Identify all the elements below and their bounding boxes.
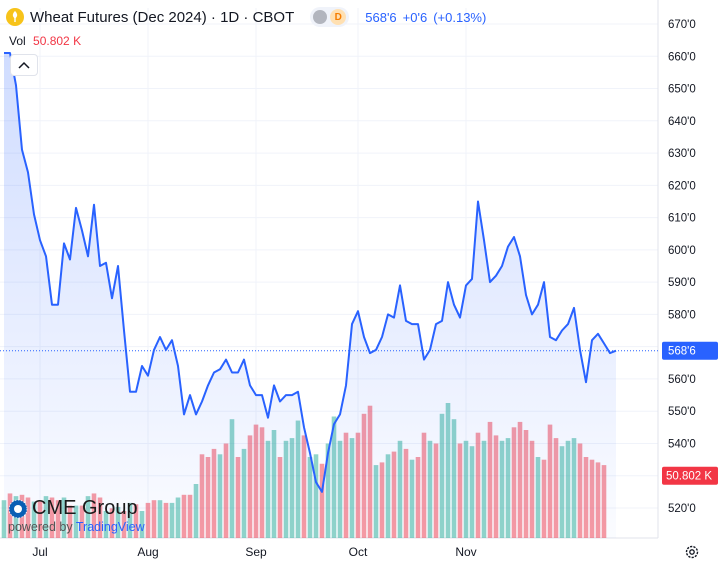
volume-tag — [662, 466, 718, 485]
y-tick-label: 540'0 — [668, 438, 696, 450]
x-tick-label: Nov — [455, 545, 476, 559]
volume-value: 50.802 K — [33, 34, 82, 48]
y-tick-label: 590'0 — [668, 277, 696, 289]
collapse-legend-button[interactable] — [10, 54, 38, 76]
wheat-icon[interactable] — [6, 8, 24, 26]
last-price-tag-label: 568'6 — [668, 346, 696, 358]
gear-icon[interactable] — [684, 544, 700, 560]
y-tick-label: 610'0 — [668, 213, 696, 225]
logo-brand: CME Group — [32, 497, 138, 519]
y-tick-label: 580'0 — [668, 309, 696, 321]
price-change: +0'6 — [402, 9, 428, 25]
x-tick-label: Aug — [137, 545, 158, 559]
x-axis: Jul Aug Sep Oct Nov — [32, 545, 476, 559]
y-tick-label: 640'0 — [668, 116, 696, 128]
y-tick-label: 670'0 — [668, 19, 696, 31]
price-area — [4, 53, 616, 538]
price-area-fill — [4, 53, 616, 538]
y-tick-label: 630'0 — [668, 148, 696, 160]
cme-tradingview-logo[interactable]: CME Group powered by TradingView — [7, 497, 145, 534]
symbol-title[interactable]: Wheat Futures (Dec 2024) · 1D · CBOT — [30, 8, 295, 26]
market-status-icon — [313, 10, 328, 24]
price-change-pct: (+0.13%) — [433, 9, 487, 25]
volume-tag-label: 50.802 K — [666, 471, 712, 483]
volume-label: Vol — [9, 34, 26, 48]
price-line — [0, 52, 658, 493]
status-pill[interactable]: D — [310, 7, 350, 27]
y-tick-label: 650'0 — [668, 84, 696, 96]
y-tick-label: 550'0 — [668, 406, 696, 418]
chart-header: Wheat Futures (Dec 2024) · 1D · CBOT D 5… — [6, 6, 486, 28]
cme-globe-icon — [8, 499, 28, 518]
y-axis: 520'0530'0540'0550'0560'0570'0580'0590'0… — [668, 19, 696, 515]
x-tick-label: Oct — [349, 545, 368, 559]
y-tick-label: 660'0 — [668, 51, 696, 63]
x-tick-label: Sep — [245, 545, 267, 559]
y-tick-label: 520'0 — [668, 503, 696, 515]
axis-tags: 568'6 50.802 K — [662, 341, 718, 485]
y-tick-label: 620'0 — [668, 180, 696, 192]
logo-powered-prefix: powered by — [8, 520, 73, 534]
y-tick-label: 560'0 — [668, 374, 696, 386]
last-price-tag — [662, 341, 718, 360]
volume-legend[interactable]: Vol 50.802 K — [9, 34, 81, 48]
last-price: 568'6 — [365, 9, 397, 25]
x-tick-label: Jul — [32, 545, 47, 559]
delayed-badge: D — [330, 9, 347, 25]
chevron-up-icon — [18, 61, 30, 69]
logo-powered-brand: TradingView — [75, 520, 145, 534]
y-tick-label: 600'0 — [668, 245, 696, 257]
price-line-path — [4, 52, 617, 493]
